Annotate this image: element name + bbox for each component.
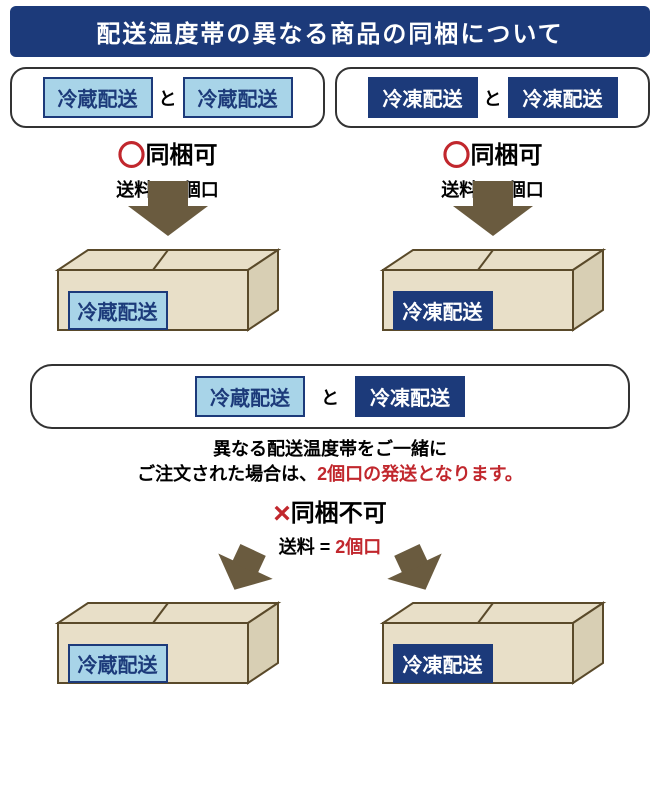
box-label-chilled: 冷蔵配送 (68, 644, 168, 683)
and-text: と (321, 384, 339, 410)
arrow-down-icon (128, 206, 208, 236)
ok-text: 同梱可 (471, 142, 543, 169)
tag-frozen: 冷凍配送 (508, 77, 618, 118)
and-text: と (159, 85, 177, 111)
result-ok-left: 〇同梱可 送料 = 1個口 (10, 134, 325, 236)
shipping-box: 冷凍配送 (373, 593, 613, 693)
ok-mark-icon: 〇 (442, 140, 470, 171)
shipping-count: 2個口 (335, 537, 381, 557)
tag-chilled: 冷蔵配送 (183, 77, 293, 118)
arrow-down-icon (453, 206, 533, 236)
result-ng: ×同梱不可 送料 = 2個口 (0, 493, 660, 559)
and-text: と (484, 85, 502, 111)
tag-chilled: 冷蔵配送 (195, 376, 305, 417)
shipping-box: 冷蔵配送 (48, 240, 288, 340)
note-line2a: ご注文された場合は、 (137, 464, 317, 484)
box-label-frozen: 冷凍配送 (393, 644, 493, 683)
mixed-note: 異なる配送温度帯をご一緒に ご注文された場合は、2個口の発送となります。 (0, 437, 660, 487)
top-panels-row: 冷蔵配送 と 冷蔵配送 冷凍配送 と 冷凍配送 (0, 67, 660, 128)
shipping-box: 冷蔵配送 (48, 593, 288, 693)
ng-text: 同梱不可 (291, 500, 387, 527)
tag-frozen: 冷凍配送 (368, 77, 478, 118)
panel-chilled-chilled: 冷蔵配送 と 冷蔵配送 (10, 67, 325, 128)
ok-results-row: 〇同梱可 送料 = 1個口 〇同梱可 送料 = 1個口 (0, 128, 660, 236)
ok-boxes-row: 冷蔵配送 冷凍配送 (0, 240, 660, 340)
result-ok-right: 〇同梱可 送料 = 1個口 (335, 134, 650, 236)
panel-frozen-frozen: 冷凍配送 と 冷凍配送 (335, 67, 650, 128)
split-arrows (0, 565, 660, 591)
ok-text: 同梱可 (146, 142, 218, 169)
box-label-frozen: 冷凍配送 (393, 291, 493, 330)
tag-frozen: 冷凍配送 (355, 376, 465, 417)
header-title: 配送温度帯の異なる商品の同梱について (10, 6, 650, 57)
note-line1: 異なる配送温度帯をご一緒に (0, 437, 660, 462)
ng-mark-icon: × (273, 497, 291, 530)
shipping-prefix: 送料 = (279, 537, 336, 557)
note-line2b: 2個口の発送となります。 (317, 464, 523, 484)
panel-mixed: 冷蔵配送 と 冷凍配送 (30, 364, 630, 429)
tag-chilled: 冷蔵配送 (43, 77, 153, 118)
box-label-chilled: 冷蔵配送 (68, 291, 168, 330)
shipping-box: 冷凍配送 (373, 240, 613, 340)
ng-boxes-row: 冷蔵配送 冷凍配送 (0, 593, 660, 693)
ok-mark-icon: 〇 (117, 140, 145, 171)
